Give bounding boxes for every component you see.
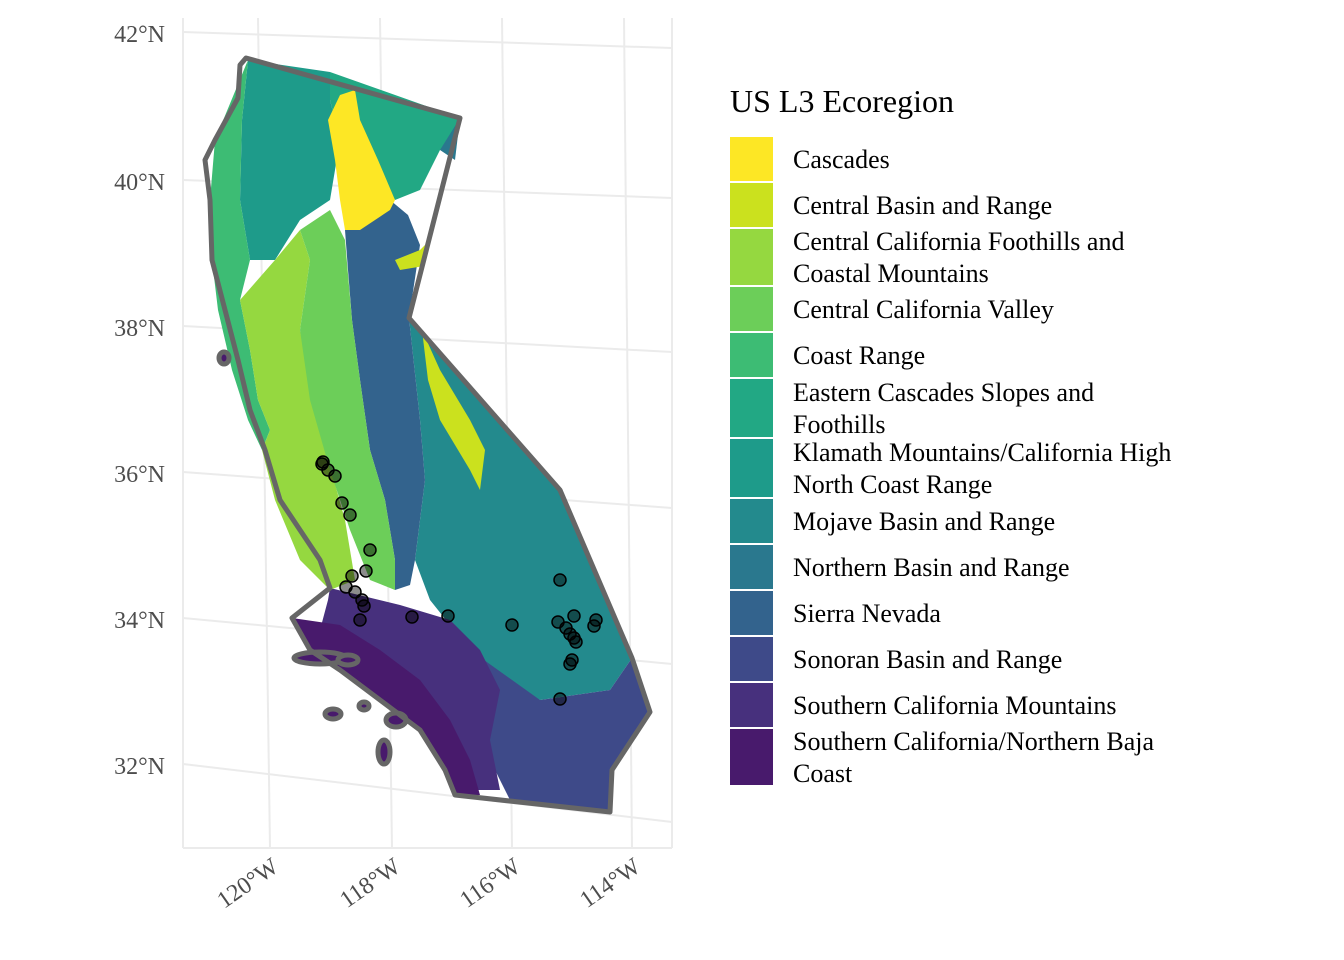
observation-point xyxy=(569,635,583,649)
island-san-nicolas xyxy=(356,699,372,713)
legend-label: Eastern Cascades Slopes and xyxy=(793,378,1094,407)
observation-point xyxy=(405,610,419,624)
lon-tick-114: 114°W xyxy=(575,853,645,913)
region-eastern-cascades xyxy=(330,72,460,200)
lat-tick-32: 32°N xyxy=(114,754,165,780)
lat-tick-labels: 42°N 40°N 38°N 36°N 34°N 32°N xyxy=(114,22,165,780)
legend-swatch xyxy=(730,683,773,727)
legend-item: Southern California/Northern Baja Coast xyxy=(730,727,1154,788)
legend-swatch xyxy=(730,637,773,681)
observation-point xyxy=(343,508,357,522)
observation-point xyxy=(553,573,567,587)
legend-swatch xyxy=(730,287,773,331)
legend-swatch xyxy=(730,183,773,227)
island-santa-barbara xyxy=(322,706,344,722)
legend-item: Cascades xyxy=(730,137,890,181)
legend-item: Sonoran Basin and Range xyxy=(730,637,1062,681)
lon-tick-116: 116°W xyxy=(455,853,525,913)
legend-item: Coast Range xyxy=(730,333,925,377)
ecoregions xyxy=(210,60,650,812)
legend-label: Mojave Basin and Range xyxy=(793,507,1055,536)
observation-point xyxy=(315,457,329,471)
region-klamath-mountains xyxy=(240,60,340,260)
observation-point xyxy=(357,599,371,613)
observation-point xyxy=(345,569,359,583)
observation-point xyxy=(505,618,519,632)
legend-label: Central California Valley xyxy=(793,295,1054,324)
legend-swatch xyxy=(730,439,773,497)
legend-swatch xyxy=(730,729,773,785)
lon-tick-120: 120°W xyxy=(213,853,284,914)
legend-swatch xyxy=(730,229,773,285)
legend-label: Foothills xyxy=(793,410,885,439)
legend-label: Northern Basin and Range xyxy=(793,553,1070,582)
island-farallon xyxy=(216,349,232,367)
observation-points xyxy=(315,455,603,706)
observation-point xyxy=(587,619,601,633)
legend-swatch xyxy=(730,591,773,635)
observation-point xyxy=(353,613,367,627)
region-cascades xyxy=(328,90,395,230)
legend-item: Central California Foothills and Coastal … xyxy=(730,227,1124,288)
legend-label: Southern California Mountains xyxy=(793,691,1117,720)
observation-point xyxy=(335,496,349,510)
lat-tick-38: 38°N xyxy=(114,316,165,342)
legend-item: Mojave Basin and Range xyxy=(730,499,1055,543)
lon-tick-labels: 120°W 118°W 116°W 114°W xyxy=(213,853,646,914)
lat-tick-34: 34°N xyxy=(114,608,165,634)
legend-label: Coast Range xyxy=(793,341,925,370)
legend-label: Sierra Nevada xyxy=(793,599,941,628)
region-sierra-nevada xyxy=(345,200,425,590)
region-central-ca-valley xyxy=(300,210,395,590)
legend-items: Cascades Central Basin and Range Central C… xyxy=(730,137,1171,788)
lat-tick-36: 36°N xyxy=(114,462,165,488)
legend-title: US L3 Ecoregion xyxy=(730,83,954,119)
legend-label: Coastal Mountains xyxy=(793,259,989,288)
lat-tick-40: 40°N xyxy=(114,170,165,196)
region-central-ca-foothills xyxy=(240,230,355,590)
region-coast-range xyxy=(210,60,270,450)
region-sonoran-basin-and-range xyxy=(470,650,650,812)
legend-item: Klamath Mountains/California High North C… xyxy=(730,438,1171,499)
legend-label: Cascades xyxy=(793,145,890,174)
legend-swatch xyxy=(730,333,773,377)
panel-frame xyxy=(182,18,673,849)
gridline-lat-42 xyxy=(182,31,673,49)
legend-item: Central California Valley xyxy=(730,287,1054,331)
lat-tick-42: 42°N xyxy=(114,22,165,48)
legend-item: Northern Basin and Range xyxy=(730,545,1070,589)
observation-point xyxy=(363,543,377,557)
legend-label: Sonoran Basin and Range xyxy=(793,645,1062,674)
legend-label: Coast xyxy=(793,759,853,788)
legend-label: North Coast Range xyxy=(793,470,992,499)
observation-point xyxy=(553,692,567,706)
legend: US L3 Ecoregion Cascades Central Basin an… xyxy=(730,83,1171,788)
california-outline xyxy=(202,55,653,815)
island-san-clemente xyxy=(375,737,393,767)
observation-point xyxy=(563,657,577,671)
legend-swatch xyxy=(730,137,773,181)
legend-label: Central California Foothills and xyxy=(793,227,1124,256)
legend-item: Central Basin and Range xyxy=(730,183,1052,227)
channel-islands xyxy=(216,349,409,767)
lon-tick-118: 118°W xyxy=(335,853,405,913)
legend-label: Southern California/Northern Baja xyxy=(793,727,1154,756)
observation-point xyxy=(328,469,342,483)
observation-point xyxy=(441,609,455,623)
observation-point xyxy=(567,609,581,623)
island-santa-rosa xyxy=(335,652,361,668)
region-central-basin-and-range xyxy=(395,240,485,490)
observation-point xyxy=(359,564,373,578)
legend-swatch xyxy=(730,379,773,437)
legend-item: Eastern Cascades Slopes and Foothills xyxy=(730,378,1094,439)
legend-label: Klamath Mountains/California High xyxy=(793,438,1171,467)
legend-label: Central Basin and Range xyxy=(793,191,1052,220)
legend-item: Sierra Nevada xyxy=(730,591,941,635)
legend-item: Southern California Mountains xyxy=(730,683,1117,727)
legend-swatch xyxy=(730,545,773,589)
legend-swatch xyxy=(730,499,773,543)
